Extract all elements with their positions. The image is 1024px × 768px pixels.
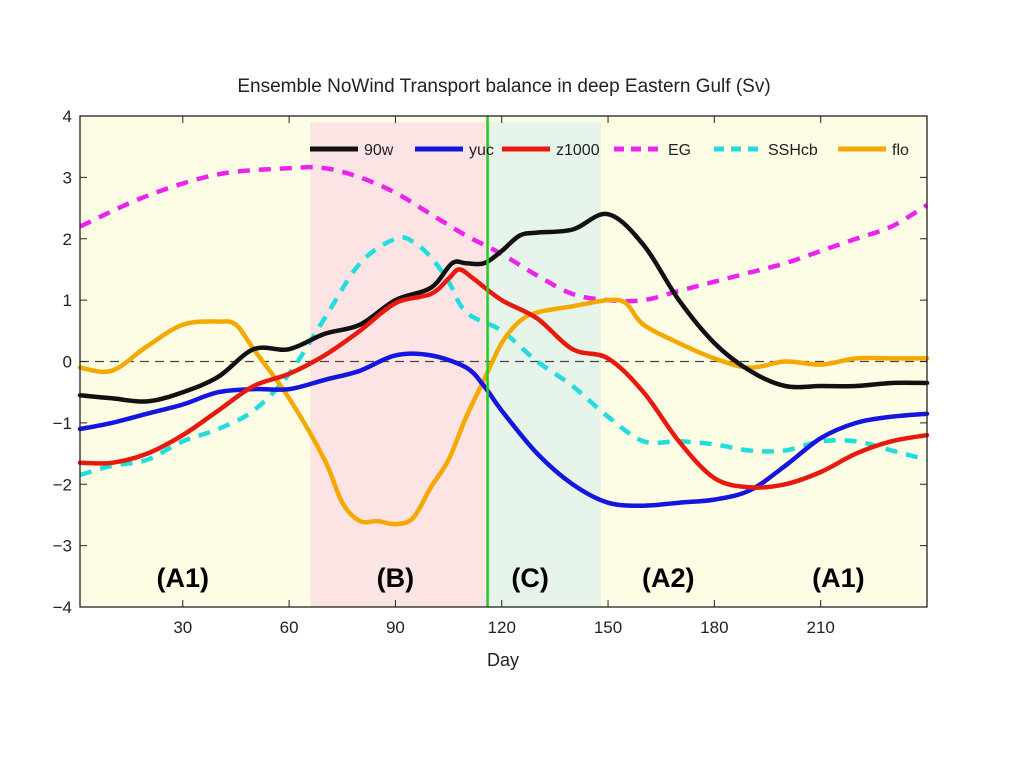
legend-label-flo: flo: [892, 142, 909, 159]
region-label-4: (A1): [812, 563, 865, 593]
series-line-EG: [79, 164, 929, 304]
y-tick-label: 3: [63, 168, 72, 187]
legend-label-SSHcb: SSHcb: [768, 142, 818, 159]
region-label-1: (B): [377, 563, 414, 593]
x-tick-label: 180: [700, 618, 728, 637]
y-tick-label: 0: [63, 353, 72, 372]
axes: −4 −3 −2 −1 0 1 2 3 4 30 60 90 120 150 180 210: [53, 107, 928, 637]
region-label-0: (A1): [157, 563, 210, 593]
x-tick-label: 150: [594, 618, 622, 637]
y-tick-label: −1: [53, 414, 72, 433]
y-tick-label: −4: [53, 598, 72, 617]
series-line-yuc: [77, 351, 930, 508]
legend-label-EG: EG: [668, 142, 691, 159]
legend: 90w yuc z1000 EG SSHcb flo: [310, 142, 909, 159]
x-tick-label: 120: [488, 618, 516, 637]
y-tick-label: −3: [53, 537, 72, 556]
x-tick-label: 30: [173, 618, 192, 637]
region-label-2: (C): [511, 563, 548, 593]
y-tick-label: 1: [63, 291, 72, 310]
x-tick-label: 60: [280, 618, 299, 637]
series-line-SSHcb: [79, 235, 928, 478]
x-tick-label: 210: [806, 618, 834, 637]
y-tick-label: 2: [63, 230, 72, 249]
region-labels: (A1) (B) (C) (A2) (A1): [157, 563, 865, 593]
legend-label-z1000: z1000: [556, 142, 600, 159]
x-axis-label: Day: [487, 650, 519, 670]
chart-title: Ensemble NoWind Transport balance in dee…: [237, 76, 770, 97]
series-line-z1000: [77, 267, 930, 490]
x-tick-label: 90: [386, 618, 405, 637]
legend-label-90w: 90w: [364, 142, 394, 159]
y-tick-label: 4: [63, 107, 72, 126]
y-tick-label: −2: [53, 475, 72, 494]
legend-label-yuc: yuc: [469, 142, 494, 159]
series-line-90w: [77, 211, 930, 404]
region-label-3: (A2): [642, 563, 695, 593]
series-lines: [77, 164, 930, 527]
